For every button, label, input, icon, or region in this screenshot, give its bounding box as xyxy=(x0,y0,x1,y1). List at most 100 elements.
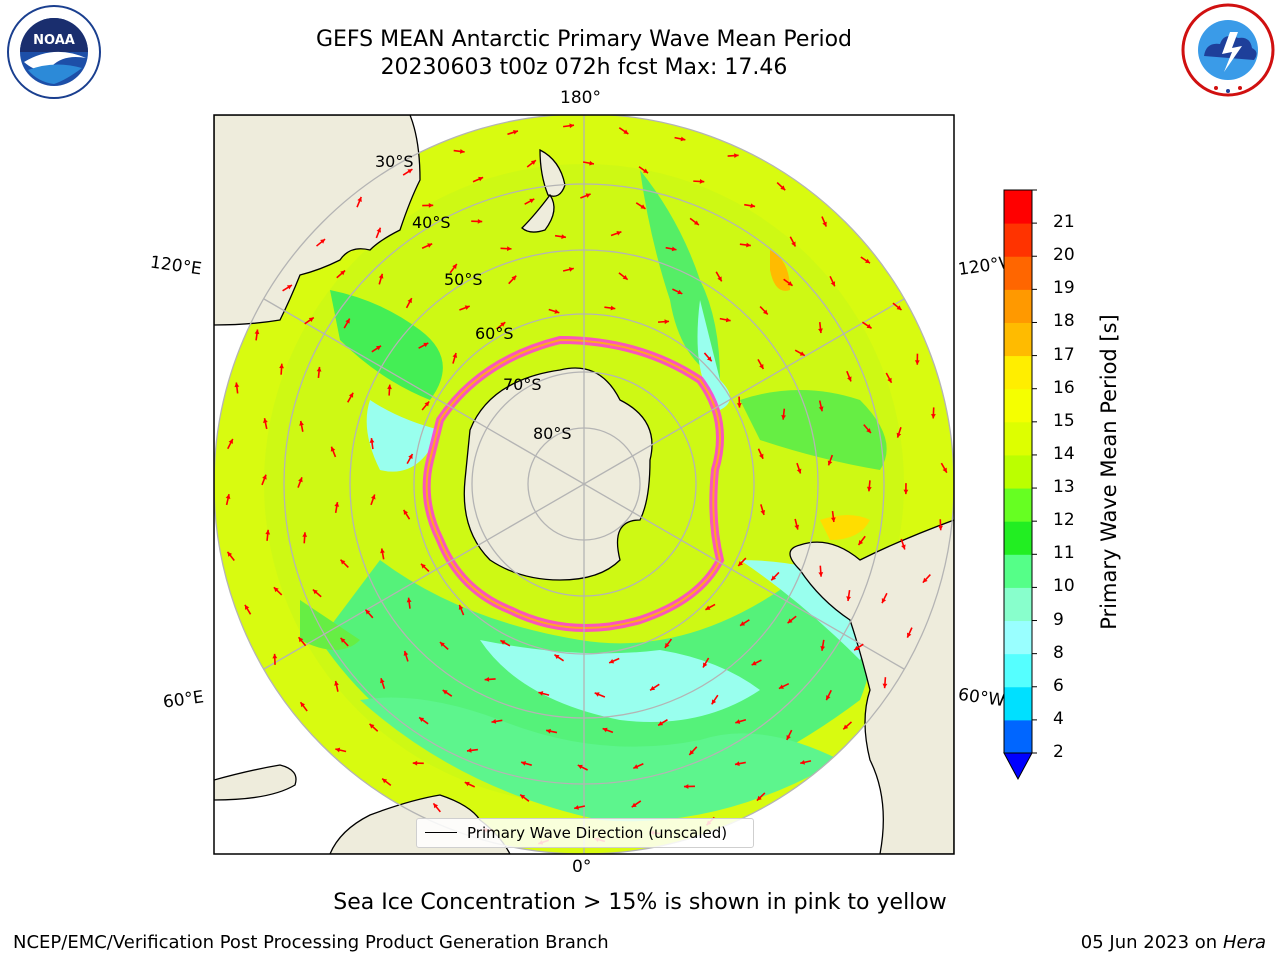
wave-arrow-head xyxy=(786,734,791,740)
wave-arrow-head xyxy=(335,747,341,753)
colorbar-tick-label: 12 xyxy=(1053,510,1075,531)
lon-label-180: 180° xyxy=(560,88,601,108)
wave-arrow-head xyxy=(387,384,392,390)
wave-arrow-head xyxy=(680,136,686,142)
wave-arrow-head xyxy=(513,129,518,135)
wave-arrow-head xyxy=(693,220,699,225)
graticule xyxy=(214,115,954,854)
wave-arrow-head xyxy=(561,234,566,240)
wave-arrow-head xyxy=(428,203,434,208)
wave-arrow-head xyxy=(424,401,430,407)
wave-arrow-head xyxy=(794,524,800,530)
wave-arrow-head xyxy=(452,264,457,269)
footer-on: on xyxy=(1194,932,1218,953)
colorbar-label: Primary Wave Mean Period [s] xyxy=(1097,314,1121,630)
wave-arrow-head xyxy=(866,486,872,492)
wave-arrow-head xyxy=(787,281,793,286)
colorbar-segment xyxy=(1004,686,1032,721)
wave-arrow-head xyxy=(254,329,260,335)
wave-arrow-head xyxy=(787,618,793,624)
wave-arrow-head xyxy=(725,317,731,323)
wave-arrow-head xyxy=(500,640,506,645)
wave-arrow-head xyxy=(298,477,303,483)
wave-arrow-head xyxy=(265,529,271,535)
noaa-logo-icon: NOAA xyxy=(4,4,104,100)
wave-arrow-head xyxy=(574,805,579,810)
antarctica-landmass xyxy=(463,367,653,581)
wave-arrow-head xyxy=(439,642,445,647)
wave-arrow-head xyxy=(484,676,490,682)
wave-arrow-head xyxy=(622,275,628,280)
colorbar-segment xyxy=(1004,719,1032,754)
wave-arrow-head xyxy=(491,719,497,724)
wave-arrow-head xyxy=(759,453,764,459)
colorbar-extend-arrow xyxy=(1003,752,1033,781)
colorbar-tick-label: 20 xyxy=(1053,245,1075,266)
lat-label-70s: 70°S xyxy=(503,375,542,394)
wave-arrow-head xyxy=(751,660,757,666)
wave-arrow-head xyxy=(750,203,756,209)
wave-arrow-head xyxy=(340,559,346,565)
wave-arrow-head xyxy=(746,242,751,248)
wave-arrow-head xyxy=(334,502,340,507)
wave-arrow-head xyxy=(650,685,656,691)
wave-arrow-head xyxy=(760,510,766,515)
wave-arrow-head xyxy=(408,453,413,459)
wave-arrow-head xyxy=(847,376,852,382)
wave-arrow-head xyxy=(554,654,560,660)
wave-arrow-head xyxy=(320,239,326,244)
wave-arrow-head xyxy=(369,438,375,443)
wave-arrow-head xyxy=(881,598,887,604)
wave-arrow-head xyxy=(507,246,512,252)
colorbar-segment xyxy=(1004,322,1032,357)
wave-arrow-head xyxy=(594,692,600,697)
wave-arrow-head xyxy=(286,285,292,290)
wave-arrow-head xyxy=(380,678,385,684)
colorbar-tick-label: 9 xyxy=(1053,609,1064,630)
wave-arrow-head xyxy=(643,168,649,174)
wave-arrow-head xyxy=(914,360,920,365)
lat-label-60s: 60°S xyxy=(475,324,514,343)
wave-arrow-head xyxy=(511,275,517,281)
wave-arrow-head xyxy=(887,377,892,383)
legend-label: Primary Wave Direction (unscaled) xyxy=(467,824,728,842)
colorbar-segment xyxy=(1004,454,1032,489)
wave-arrow-head xyxy=(796,468,802,474)
wave-arrow-head xyxy=(406,597,412,603)
wave-arrow-head xyxy=(609,658,615,664)
wave-arrow-head xyxy=(671,246,677,252)
wave-arrow-head xyxy=(589,160,594,166)
wave-arrow-head xyxy=(302,532,308,537)
wave-arrow-head xyxy=(520,794,526,800)
wave-arrow-head xyxy=(762,309,768,315)
wave-arrow-head xyxy=(263,418,268,423)
wave-arrow-head xyxy=(433,803,439,809)
wave-arrow-head xyxy=(938,525,943,531)
wave-arrow-head xyxy=(299,420,304,426)
wave-arrow-head xyxy=(308,317,314,323)
wave-arrow-head xyxy=(340,270,346,276)
wave-arrow-head xyxy=(348,392,354,398)
wave-arrow-head xyxy=(345,318,350,324)
wave-arrow-head xyxy=(689,750,695,755)
wave-arrow-head xyxy=(623,129,629,134)
wave-arrow-head xyxy=(234,382,240,388)
wave-arrow-head xyxy=(734,153,739,158)
wave-arrow-head xyxy=(378,273,384,279)
wave-arrow-head xyxy=(316,366,322,372)
wave-arrow-head xyxy=(820,645,826,651)
wave-arrow-head xyxy=(740,621,746,626)
wave-arrow-head xyxy=(800,759,806,765)
colorbar-tick-label: 15 xyxy=(1053,410,1075,431)
wave-arrow-head xyxy=(830,517,836,522)
colorbar-tick-label: 16 xyxy=(1053,377,1075,398)
wave-arrow-head xyxy=(717,276,722,282)
wave-arrow-head xyxy=(312,589,318,595)
colorbar-segment xyxy=(1004,587,1032,622)
wave-arrow-head xyxy=(500,322,506,327)
wave-arrow-head xyxy=(866,323,872,329)
map-frame xyxy=(213,114,955,855)
lat-label-40s: 40°S xyxy=(412,213,451,232)
wave-arrow-head xyxy=(464,781,470,787)
